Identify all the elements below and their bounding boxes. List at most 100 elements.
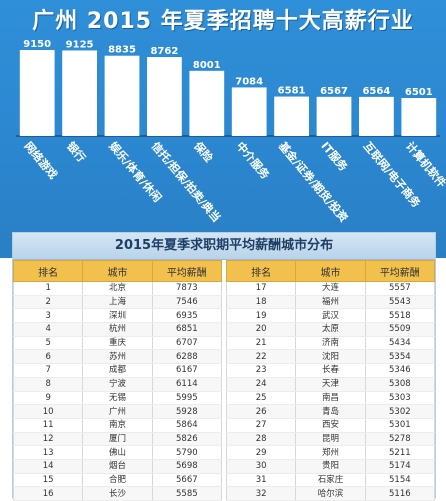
cell-rank-left: 4 [12,322,84,337]
cell-rank-right: 22 [225,349,297,365]
cell-salary-left: 5790 [151,445,222,460]
cell-salary-left: 6707 [151,336,222,351]
chart-category-label: IT服务 [318,139,351,175]
cell-city-right: 沈阳 [295,349,366,365]
cell-salary-right: 5543 [364,295,436,310]
cell-city-right: 南昌 [295,391,366,406]
cell-salary-left: 6167 [151,363,222,378]
chart-value-label: 6564 [362,86,390,97]
table-row: 6 苏州 6288 22 沈阳 5354 [12,349,436,365]
chart-bar [104,55,140,137]
cell-salary-left: 5864 [151,418,222,433]
table-gap [221,349,227,364]
table-row: 10 广州 5928 26 青岛 5302 [12,404,436,419]
cell-rank-left: 10 [12,404,84,419]
table-gap [221,281,227,296]
cell-salary-right: 5308 [364,377,436,392]
cell-rank-right: 30 [225,459,297,474]
cell-rank-right: 17 [225,281,297,296]
header-city-left: 城市 [82,260,153,282]
cell-city-right: 福州 [295,295,366,310]
cell-city-left: 长沙 [82,486,153,501]
table-gap [221,260,227,282]
chart-value-label: 9125 [66,39,94,50]
cell-city-right: 哈尔滨 [295,486,366,501]
cell-rank-right: 32 [225,486,297,501]
chart-bar [189,70,225,136]
table-gap [221,295,227,309]
cell-city-right: 贵阳 [295,459,366,474]
cell-salary-left: 5826 [151,432,222,447]
cell-city-left: 成都 [82,363,153,378]
cell-rank-left: 3 [12,308,84,324]
chart-category-label: 网络游戏 [22,139,61,182]
chart-category-label: 保险 [190,138,216,165]
table-gap [221,473,227,487]
cell-salary-left: 6851 [151,322,222,337]
cell-city-left: 无锡 [82,391,153,406]
chart-category-label: 中介服务 [234,139,274,182]
cell-rank-left: 16 [12,486,84,501]
cell-city-left: 杭州 [82,322,153,337]
cell-salary-left: 5928 [151,404,222,419]
cell-city-right: 郑州 [295,445,366,460]
cell-salary-right: 5509 [364,322,436,337]
cell-rank-right: 24 [225,377,297,392]
table-row: 15 合肥 5667 31 石家庄 5154 [12,473,436,488]
chart-bar [19,50,55,136]
cell-city-left: 南京 [82,418,153,433]
chart-value-label: 8835 [108,45,136,56]
cell-city-right: 长春 [295,363,366,378]
chart-bar [231,87,267,136]
cell-salary-right: 5354 [364,349,436,365]
cell-salary-right: 5301 [364,418,436,433]
table-row: 16 长沙 5585 32 哈尔滨 5116 [12,486,436,501]
cell-rank-right: 29 [225,445,297,460]
cell-rank-left: 13 [12,445,84,460]
chart-bar [62,50,97,136]
header-city-right: 城市 [295,260,366,282]
chart-value-label: 8001 [193,60,221,71]
cell-city-right: 太原 [295,322,366,337]
cell-city-left: 深圳 [82,308,153,324]
cell-salary-right: 5174 [364,459,436,474]
cell-city-right: 青岛 [295,404,366,419]
city-salary-table: 排名 城市 平均薪酬 排名 城市 平均薪酬 1 北京 7873 17 大连 5557 2 上海… [12,260,436,501]
chart-value-label: 7084 [235,76,263,87]
chart-category-label: 基金/证券/期货/投资 [275,138,351,224]
chart-category-label: 计算机软件 [403,139,446,190]
cell-salary-left: 5995 [151,391,222,406]
cell-salary-right: 5434 [364,336,436,351]
cell-city-left: 合肥 [82,473,153,488]
table-gap [221,308,227,323]
cell-salary-left: 6935 [151,308,222,324]
bar-chart: 9150网络游戏9125银行8835娱乐/体育/休闲8762信托/担保/拍卖/典… [16,39,446,225]
cell-rank-left: 6 [12,349,84,365]
cell-rank-right: 31 [225,473,297,488]
cell-salary-left: 5698 [151,459,222,474]
header-rank-left: 排名 [12,260,84,282]
table-gap [221,486,227,501]
table-gap [221,363,227,378]
table-row: 4 杭州 6851 20 太原 5509 [12,322,436,337]
table-row: 13 佛山 5790 29 郑州 5211 [12,445,436,460]
cell-city-left: 厦门 [82,432,153,447]
table-gap [221,336,227,350]
cell-rank-right: 21 [225,336,297,351]
table-row: 9 无锡 5995 25 南昌 5303 [12,391,436,406]
cell-city-right: 天津 [295,377,366,392]
chart-value-label: 9150 [23,39,51,50]
chart-value-label: 6567 [320,86,348,97]
cell-rank-left: 2 [12,295,84,310]
chart-category-label: 银行 [64,139,89,165]
cell-city-left: 烟台 [82,459,153,474]
cell-salary-right: 5211 [364,445,436,460]
chart-bar [274,96,309,136]
cell-city-right: 昆明 [295,432,366,447]
cell-salary-right: 5154 [364,473,436,488]
cell-rank-left: 8 [12,377,84,392]
table-gap [221,404,227,419]
table-gap [221,432,227,446]
cell-city-right: 西安 [295,418,366,433]
cell-rank-right: 19 [225,308,297,324]
